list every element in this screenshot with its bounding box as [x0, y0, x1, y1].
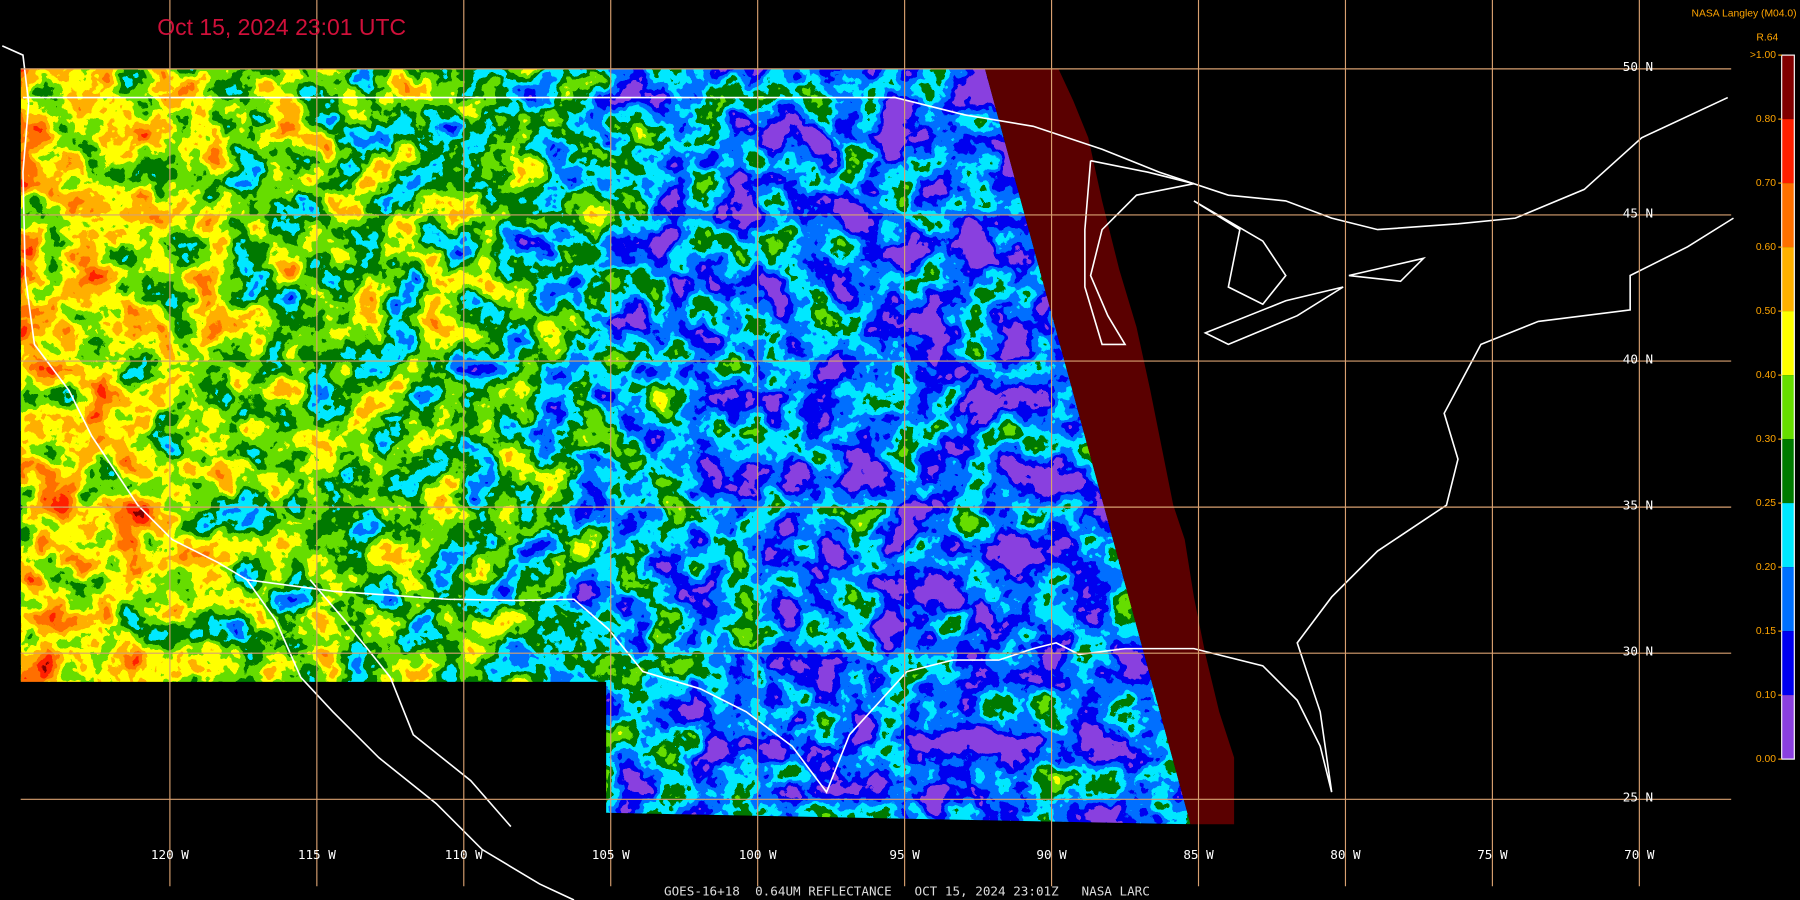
colorbar-tick-label: 0.80 — [1756, 114, 1776, 125]
coastlines — [1, 45, 1734, 900]
longitude-label: 85 W — [1183, 847, 1214, 862]
gulf-atlantic-coast — [246, 217, 1734, 794]
colorbar-segment — [1781, 439, 1795, 504]
longitude-label: 90 W — [1036, 847, 1067, 862]
colorbar-segment — [1781, 503, 1795, 568]
latitude-label: 40 N — [1623, 351, 1653, 366]
timestamp: Oct 15, 2024 23:01 UTC — [157, 14, 406, 40]
latitude-label: 50 N — [1623, 59, 1653, 74]
colorbar-tick-label: >1.00 — [1750, 50, 1776, 61]
colorbar-label: R.64 — [1756, 33, 1778, 44]
colorbar-tick-label: 0.20 — [1756, 562, 1776, 573]
lake-erie — [1203, 286, 1344, 346]
colorbar-segment — [1781, 311, 1795, 376]
colorbar-segment — [1781, 567, 1795, 632]
longitude-label: 120 W — [151, 847, 189, 862]
latitude-label: 35 N — [1623, 497, 1653, 512]
colorbar-segment — [1781, 55, 1795, 120]
longitude-label: 75 W — [1477, 847, 1508, 862]
colorbar-tick-label: 0.70 — [1756, 178, 1776, 189]
colorbar-tick-label: 0.60 — [1756, 242, 1776, 253]
lake-ontario — [1348, 256, 1427, 283]
colorbar-segment — [1781, 631, 1795, 696]
colorbar-tick-label: 0.10 — [1756, 690, 1776, 701]
credit: NASA Langley (M04.0) — [1692, 9, 1797, 20]
longitude-label: 115 W — [298, 847, 336, 862]
latitude-label: 45 N — [1623, 205, 1653, 220]
footer: GOES-16+18 0.64UM REFLECTANCE OCT 15, 20… — [664, 883, 1150, 898]
longitude-label: 100 W — [739, 847, 777, 862]
colorbar-frame — [1781, 54, 1795, 760]
colorbar-segment — [1781, 375, 1795, 440]
lake-huron — [1193, 200, 1287, 306]
latitude-label: 30 N — [1623, 644, 1653, 659]
colorbar-segment — [1781, 695, 1795, 760]
colorbar-tick-label: 0.40 — [1756, 370, 1776, 381]
colorbar-tick-label: 0.00 — [1756, 754, 1776, 765]
colorbar-segment — [1781, 183, 1795, 248]
colorbar-segment — [1781, 119, 1795, 184]
colorbar: >1.00 0.80 0.70 0.60 0.50 0.40 0.30 0.25 0.20 0.1… — [1750, 50, 1795, 765]
colorbar-tick-label: 0.30 — [1756, 434, 1776, 445]
colorbar-tick-label: 0.15 — [1756, 626, 1776, 637]
graticule: 120 W 115 W 110 W 105 W 100 W 95 W 90 W 85 W 80 … — [20, 0, 1732, 887]
colorbar-segment — [1781, 247, 1795, 312]
lake-michigan — [1084, 159, 1195, 346]
no-data-strip — [984, 68, 1235, 825]
longitude-label: 95 W — [889, 847, 920, 862]
northern-border — [22, 96, 1729, 231]
latitude-label: 25 N — [1623, 790, 1653, 805]
longitude-label: 70 W — [1624, 847, 1655, 862]
baja-coast — [309, 579, 512, 828]
colorbar-tick-label: 0.25 — [1756, 498, 1776, 509]
pacific-coast — [1, 45, 575, 900]
longitude-label: 80 W — [1330, 847, 1361, 862]
colorbar-tick-label: 0.50 — [1756, 306, 1776, 317]
longitude-label: 110 W — [445, 847, 483, 862]
longitude-label: 105 W — [592, 847, 630, 862]
